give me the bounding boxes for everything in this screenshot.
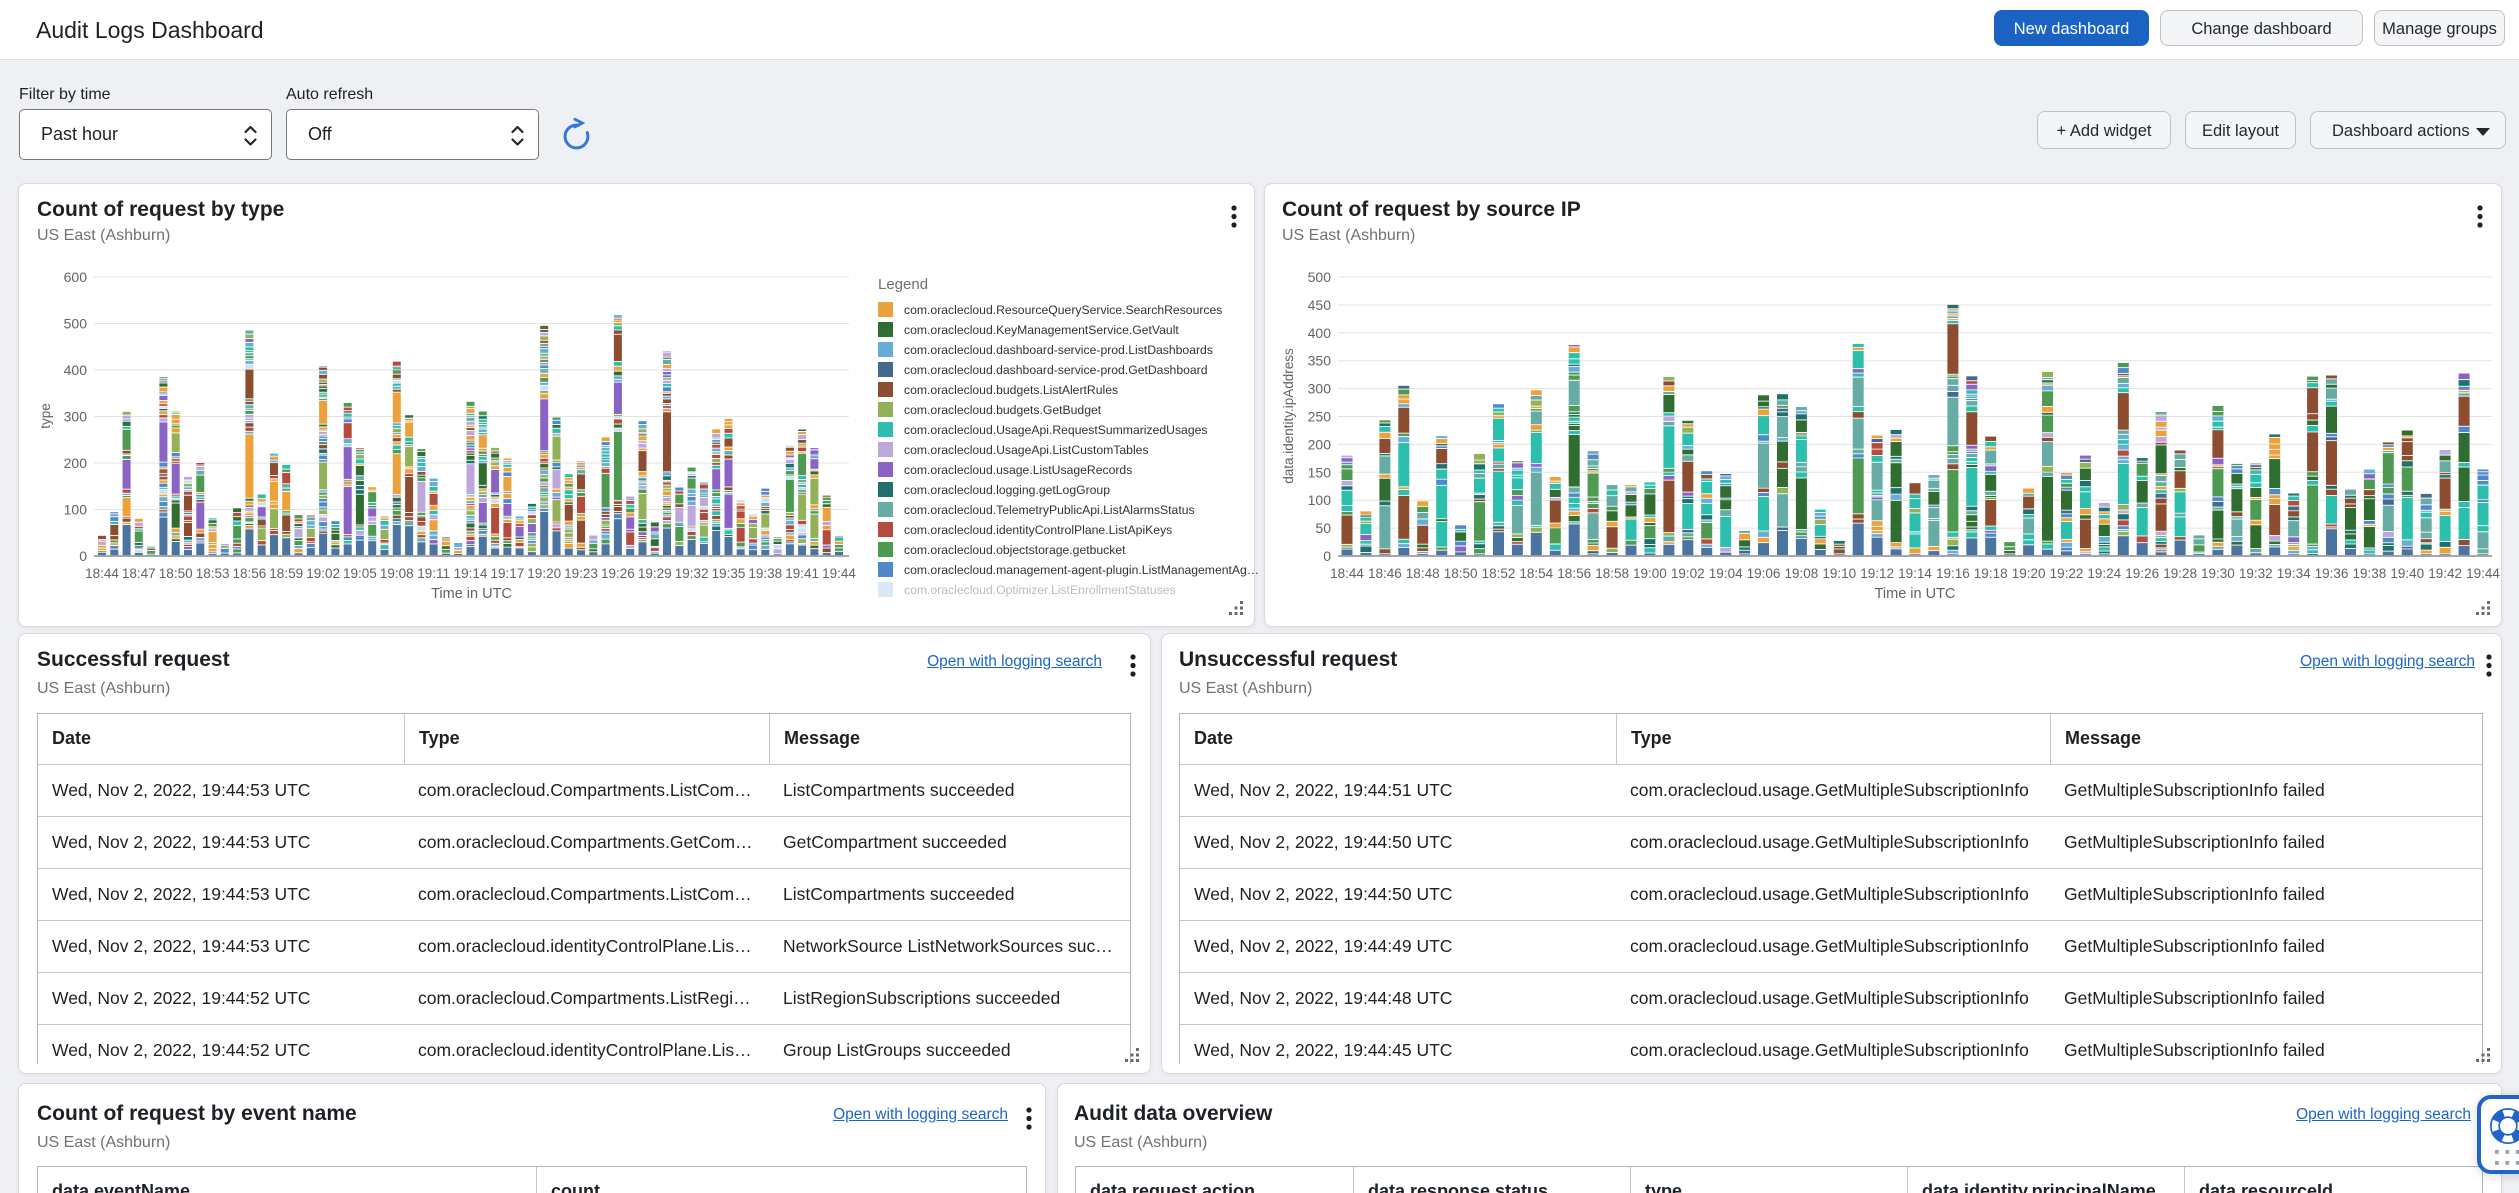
svg-text:18:50: 18:50 — [1444, 566, 1478, 581]
svg-text:18:56: 18:56 — [1557, 566, 1591, 581]
svg-text:19:14: 19:14 — [1898, 566, 1932, 581]
svg-text:200: 200 — [1308, 436, 1332, 452]
svg-text:50: 50 — [1315, 520, 1331, 536]
svg-text:500: 500 — [1308, 269, 1332, 285]
svg-text:19:29: 19:29 — [638, 566, 672, 581]
svg-text:19:08: 19:08 — [380, 566, 414, 581]
svg-text:18:59: 18:59 — [269, 566, 303, 581]
svg-text:18:44: 18:44 — [85, 566, 119, 581]
svg-text:18:54: 18:54 — [1519, 566, 1553, 581]
svg-text:19:20: 19:20 — [2012, 566, 2046, 581]
svg-text:400: 400 — [64, 362, 88, 378]
svg-text:19:38: 19:38 — [748, 566, 782, 581]
svg-text:19:28: 19:28 — [2163, 566, 2197, 581]
svg-text:19:11: 19:11 — [417, 566, 450, 581]
svg-text:19:02: 19:02 — [306, 566, 340, 581]
svg-text:19:20: 19:20 — [527, 566, 561, 581]
svg-text:18:52: 18:52 — [1482, 566, 1516, 581]
svg-text:600: 600 — [64, 269, 88, 285]
svg-text:19:35: 19:35 — [712, 566, 746, 581]
svg-text:19:38: 19:38 — [2353, 566, 2387, 581]
svg-text:0: 0 — [1323, 548, 1331, 564]
svg-text:100: 100 — [1308, 492, 1332, 508]
svg-text:19:08: 19:08 — [1785, 566, 1819, 581]
svg-text:250: 250 — [1308, 409, 1332, 425]
svg-text:18:48: 18:48 — [1406, 566, 1440, 581]
svg-text:18:58: 18:58 — [1595, 566, 1629, 581]
svg-text:19:44: 19:44 — [822, 566, 856, 581]
svg-text:19:36: 19:36 — [2315, 566, 2349, 581]
svg-text:Time in UTC: Time in UTC — [431, 586, 512, 602]
svg-text:450: 450 — [1308, 297, 1332, 313]
svg-text:300: 300 — [64, 409, 88, 425]
svg-text:19:04: 19:04 — [1709, 566, 1743, 581]
svg-text:Time in UTC: Time in UTC — [1875, 586, 1956, 602]
svg-text:19:34: 19:34 — [2277, 566, 2311, 581]
svg-text:type: type — [38, 403, 53, 429]
svg-text:0: 0 — [79, 548, 87, 564]
svg-text:19:12: 19:12 — [1860, 566, 1894, 581]
svg-text:19:14: 19:14 — [454, 566, 488, 581]
svg-text:18:53: 18:53 — [196, 566, 230, 581]
svg-text:19:24: 19:24 — [2087, 566, 2121, 581]
svg-text:19:32: 19:32 — [675, 566, 709, 581]
svg-text:350: 350 — [1308, 353, 1332, 369]
svg-text:18:44: 18:44 — [1330, 566, 1364, 581]
svg-text:19:30: 19:30 — [2201, 566, 2235, 581]
svg-text:19:16: 19:16 — [1936, 566, 1970, 581]
svg-text:18:56: 18:56 — [233, 566, 267, 581]
svg-text:18:47: 18:47 — [122, 566, 156, 581]
svg-text:19:44: 19:44 — [2466, 566, 2500, 581]
svg-text:200: 200 — [64, 455, 88, 471]
svg-text:19:23: 19:23 — [564, 566, 598, 581]
svg-text:19:32: 19:32 — [2239, 566, 2273, 581]
svg-text:data.identity.ipAddress: data.identity.ipAddress — [1281, 348, 1296, 484]
svg-text:19:17: 19:17 — [491, 566, 525, 581]
svg-text:400: 400 — [1308, 325, 1332, 341]
svg-text:19:26: 19:26 — [2125, 566, 2159, 581]
svg-text:18:46: 18:46 — [1368, 566, 1402, 581]
svg-text:19:22: 19:22 — [2050, 566, 2084, 581]
svg-text:19:40: 19:40 — [2390, 566, 2424, 581]
svg-text:19:00: 19:00 — [1633, 566, 1667, 581]
svg-text:19:10: 19:10 — [1822, 566, 1856, 581]
svg-text:300: 300 — [1308, 381, 1332, 397]
svg-text:19:06: 19:06 — [1747, 566, 1781, 581]
svg-text:19:42: 19:42 — [2428, 566, 2462, 581]
svg-text:19:18: 19:18 — [1974, 566, 2008, 581]
svg-text:19:41: 19:41 — [785, 566, 819, 581]
svg-text:19:26: 19:26 — [601, 566, 635, 581]
svg-text:19:05: 19:05 — [343, 566, 377, 581]
svg-text:19:02: 19:02 — [1671, 566, 1705, 581]
svg-text:150: 150 — [1308, 464, 1332, 480]
svg-text:18:50: 18:50 — [159, 566, 193, 581]
svg-text:500: 500 — [64, 316, 88, 332]
svg-text:100: 100 — [64, 502, 88, 518]
